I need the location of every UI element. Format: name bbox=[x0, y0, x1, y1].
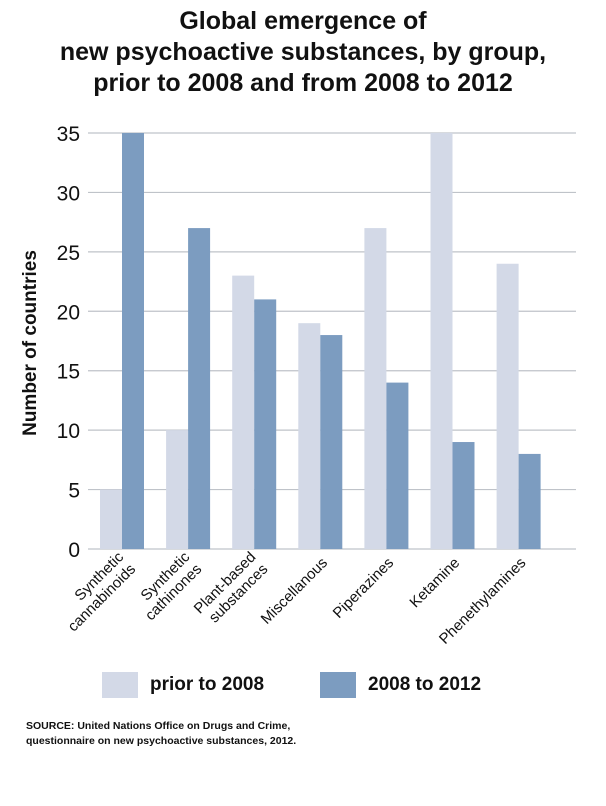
y-tick-labels: 0 5 10 15 20 25 30 35 bbox=[57, 123, 80, 562]
y-tick-label-35: 35 bbox=[57, 123, 80, 146]
bar-recent-1 bbox=[188, 228, 211, 550]
legend-swatch-recent bbox=[320, 672, 356, 698]
chart-title: Global emergence of new psychoactive sub… bbox=[0, 6, 606, 99]
legend-item-2008-to-2012: 2008 to 2012 bbox=[320, 670, 481, 700]
bar-recent-6 bbox=[518, 453, 541, 549]
bar-prior-0 bbox=[100, 489, 122, 549]
x-tick-label-5: Ketamine bbox=[406, 554, 463, 611]
x-tick-labels: SyntheticcannabinoidsSyntheticcathinones… bbox=[53, 548, 530, 647]
bar-prior-3 bbox=[298, 323, 321, 549]
title-line-2: new psychoactive substances, by group, bbox=[59, 38, 547, 66]
bar-prior-2 bbox=[232, 275, 255, 549]
y-tick-label-10: 10 bbox=[57, 420, 80, 443]
legend-item-prior-to-2008: prior to 2008 bbox=[102, 670, 264, 700]
legend-label-prior: prior to 2008 bbox=[150, 674, 265, 695]
title-line-3: prior to 2008 and from 2008 to 2012 bbox=[93, 69, 513, 97]
y-tick-label-15: 15 bbox=[57, 361, 80, 384]
source-line-1: SOURCE: United Nations Office on Drugs a… bbox=[26, 720, 291, 732]
legend-label-recent: 2008 to 2012 bbox=[368, 674, 482, 695]
bar-chart: 0 5 10 15 20 25 30 35 SyntheticcannabinoidsSynt… bbox=[20, 123, 576, 648]
bar-recent-5 bbox=[452, 442, 475, 549]
y-tick-label-20: 20 bbox=[57, 301, 80, 324]
x-tick-label-3: Miscellanous bbox=[258, 554, 331, 627]
x-tick-label-3-line-0: Miscellanous bbox=[258, 554, 331, 627]
bar-recent-4 bbox=[386, 382, 409, 549]
bar-prior-6 bbox=[496, 263, 519, 549]
bar-recent-0 bbox=[122, 133, 144, 549]
x-tick-label-0: Syntheticcannabinoids bbox=[53, 548, 140, 635]
x-tick-label-4: Piperazines bbox=[330, 554, 397, 621]
x-tick-label-1: Syntheticcathinones bbox=[130, 548, 206, 624]
bar-prior-1 bbox=[166, 430, 189, 549]
title-line-1: Global emergence of bbox=[179, 7, 427, 35]
x-tick-label-4-line-0: Piperazines bbox=[330, 554, 397, 621]
x-tick-label-5-line-0: Ketamine bbox=[406, 554, 463, 611]
bar-recent-3 bbox=[320, 335, 343, 549]
source-note: SOURCE: United Nations Office on Drugs a… bbox=[26, 719, 406, 749]
y-tick-label-25: 25 bbox=[57, 242, 80, 265]
y-tick-label-5: 5 bbox=[68, 480, 80, 503]
bar-prior-4 bbox=[364, 228, 387, 550]
y-tick-label-0: 0 bbox=[68, 539, 80, 562]
source-line-2: questionnaire on new psychoactive substa… bbox=[26, 735, 297, 747]
y-axis-label: Number of countries bbox=[20, 250, 41, 436]
legend-swatch-prior bbox=[102, 672, 138, 698]
bars bbox=[100, 133, 541, 550]
y-tick-label-30: 30 bbox=[57, 182, 80, 205]
bar-recent-2 bbox=[254, 299, 277, 549]
bar-prior-5 bbox=[430, 133, 453, 549]
